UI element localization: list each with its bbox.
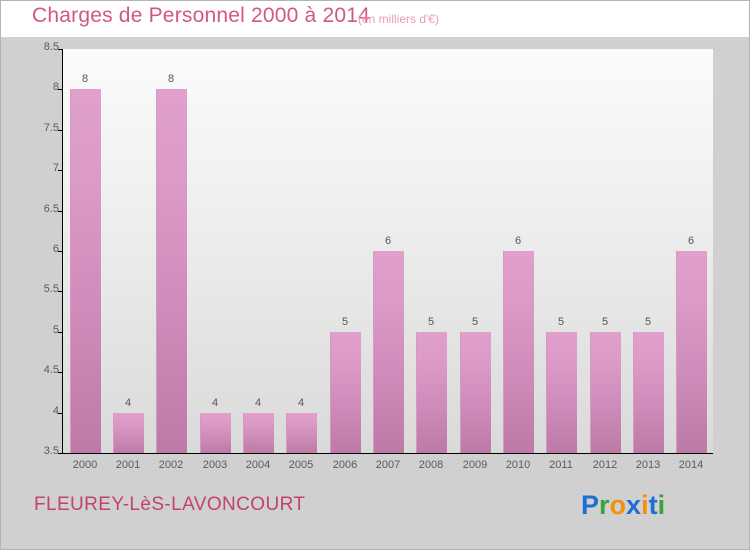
bar-value-label: 4 [124, 396, 132, 409]
bar[interactable] [546, 331, 577, 453]
x-axis-line [63, 453, 713, 454]
bar-value-label: 5 [341, 315, 349, 328]
bar-value-label: 8 [81, 73, 89, 86]
y-tick-mark [58, 453, 63, 454]
y-tick-label: 4 [52, 404, 59, 417]
logo-letter: i [657, 490, 666, 520]
logo-letter: x [626, 490, 642, 520]
y-tick-mark [58, 291, 63, 293]
bar-value-label: 5 [644, 315, 652, 328]
bar-value-label: 4 [211, 396, 219, 409]
bar[interactable] [676, 251, 707, 453]
logo-letter: o [609, 490, 627, 520]
logo-letter: t [648, 490, 658, 520]
y-tick-mark [58, 412, 63, 414]
y-tick-label: 4.5 [43, 364, 59, 377]
bar[interactable] [633, 331, 664, 453]
chart-footer: FLEUREY-LèS-LAVONCOURT Proxiti [1, 477, 749, 549]
y-tick-mark [58, 372, 63, 374]
bar-value-label: 4 [254, 396, 262, 409]
y-tick-mark [58, 89, 63, 91]
bar[interactable] [503, 251, 534, 453]
chart-unit-subtitle: (en milliers d'€) [358, 12, 439, 26]
x-tick-label: 2005 [288, 459, 314, 471]
bar-value-label: 5 [601, 315, 609, 328]
y-tick-mark [58, 170, 63, 172]
bar-value-label: 5 [427, 315, 435, 328]
y-tick-label: 8 [52, 81, 59, 94]
bar[interactable] [373, 251, 404, 453]
y-tick-label: 7.5 [43, 121, 59, 134]
chart-header: Charges de Personnel 2000 à 2014 (en mil… [1, 1, 749, 37]
bar-value-label: 6 [384, 235, 392, 247]
logo-letter: r [599, 490, 610, 520]
x-tick-label: 2013 [635, 459, 661, 471]
bar[interactable] [330, 331, 361, 453]
bar[interactable] [113, 412, 144, 453]
x-tick-label: 2011 [549, 459, 573, 471]
bar-value-label: 6 [687, 235, 695, 247]
y-tick-label: 6 [52, 243, 59, 255]
page-title: Charges de Personnel 2000 à 2014 [32, 4, 370, 27]
x-tick-label: 2002 [158, 459, 184, 471]
logo-letter: P [581, 490, 600, 520]
commune-label: FLEUREY-LèS-LAVONCOURT [34, 494, 306, 515]
bar[interactable] [416, 331, 447, 453]
bar[interactable] [286, 412, 317, 453]
x-tick-label: 2012 [592, 459, 618, 471]
bar-value-label: 6 [514, 235, 522, 247]
x-tick-label: 2010 [505, 459, 531, 471]
bar[interactable] [590, 331, 621, 453]
x-tick-label: 2014 [678, 459, 704, 471]
x-tick-label: 2004 [245, 459, 271, 471]
y-tick-mark [58, 129, 63, 131]
y-tick-label: 8.5 [43, 41, 59, 53]
bar[interactable] [460, 331, 491, 453]
bar-value-label: 5 [557, 315, 565, 328]
bar[interactable] [156, 89, 187, 453]
y-tick-label: 3.5 [43, 445, 59, 457]
y-tick-mark [58, 331, 63, 333]
y-tick-label: 5.5 [43, 283, 59, 296]
y-tick-mark [58, 251, 63, 252]
y-tick-mark [58, 49, 63, 50]
x-tick-label: 2008 [418, 459, 444, 471]
y-tick-mark [58, 210, 63, 212]
x-tick-label: 2001 [115, 459, 141, 471]
proxiti-logo[interactable]: Proxiti [581, 490, 665, 521]
bar[interactable] [70, 89, 101, 453]
bar-value-label: 5 [471, 315, 479, 328]
x-tick-label: 2007 [375, 459, 401, 471]
y-tick-label: 7 [52, 162, 59, 175]
y-tick-label: 6.5 [43, 202, 59, 215]
bar[interactable] [200, 412, 231, 453]
bar[interactable] [243, 412, 274, 453]
bar-value-label: 8 [167, 73, 175, 86]
logo-letter: i [641, 490, 649, 520]
bar-value-label: 4 [297, 396, 305, 409]
x-tick-label: 2006 [332, 459, 358, 471]
x-tick-label: 2000 [72, 459, 98, 471]
x-tick-label: 2003 [202, 459, 228, 471]
y-tick-label: 5 [52, 323, 59, 336]
x-tick-label: 2009 [462, 459, 488, 471]
